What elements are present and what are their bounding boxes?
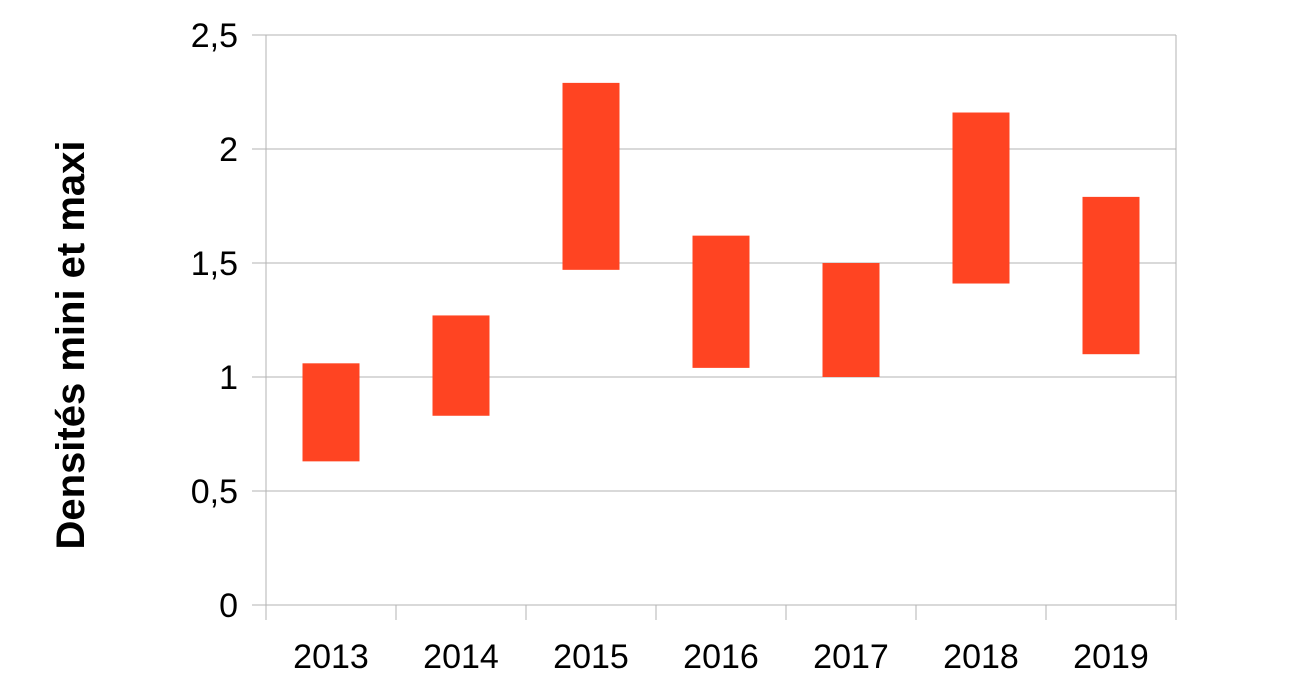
y-tick-label: 1,5 <box>191 245 238 283</box>
y-tick-label: 2,5 <box>191 17 238 55</box>
y-tick-labels: 0 0,5 1 1,5 2 2,5 <box>191 17 238 625</box>
y-axis-title: Densités mini et maxi <box>49 140 93 549</box>
range-bar-2013 <box>302 363 360 462</box>
range-bar-2015 <box>562 82 620 270</box>
range-bar-2018 <box>952 112 1010 284</box>
x-tick-label: 2017 <box>813 638 889 676</box>
range-bars <box>302 82 1140 462</box>
x-tick-labels: 2013 2014 2015 2016 2017 2018 2019 <box>293 638 1149 676</box>
range-bar-2017 <box>822 263 880 377</box>
y-tick-label: 0,5 <box>191 473 238 511</box>
x-tick-label: 2013 <box>293 638 369 676</box>
x-tick-label: 2019 <box>1073 638 1149 676</box>
x-tick-label: 2018 <box>943 638 1019 676</box>
y-tick-label: 1 <box>219 359 238 397</box>
range-bar-2019 <box>1082 196 1140 355</box>
range-bar-2016 <box>692 235 750 368</box>
x-tick-label: 2015 <box>553 638 629 676</box>
grid-lines <box>266 34 1176 606</box>
y-tick-label: 0 <box>219 587 238 625</box>
y-tick-label: 2 <box>219 131 238 169</box>
range-bar-2014 <box>432 315 490 416</box>
axes <box>252 34 1177 620</box>
x-tick-label: 2014 <box>423 638 499 676</box>
x-tick-label: 2016 <box>683 638 759 676</box>
